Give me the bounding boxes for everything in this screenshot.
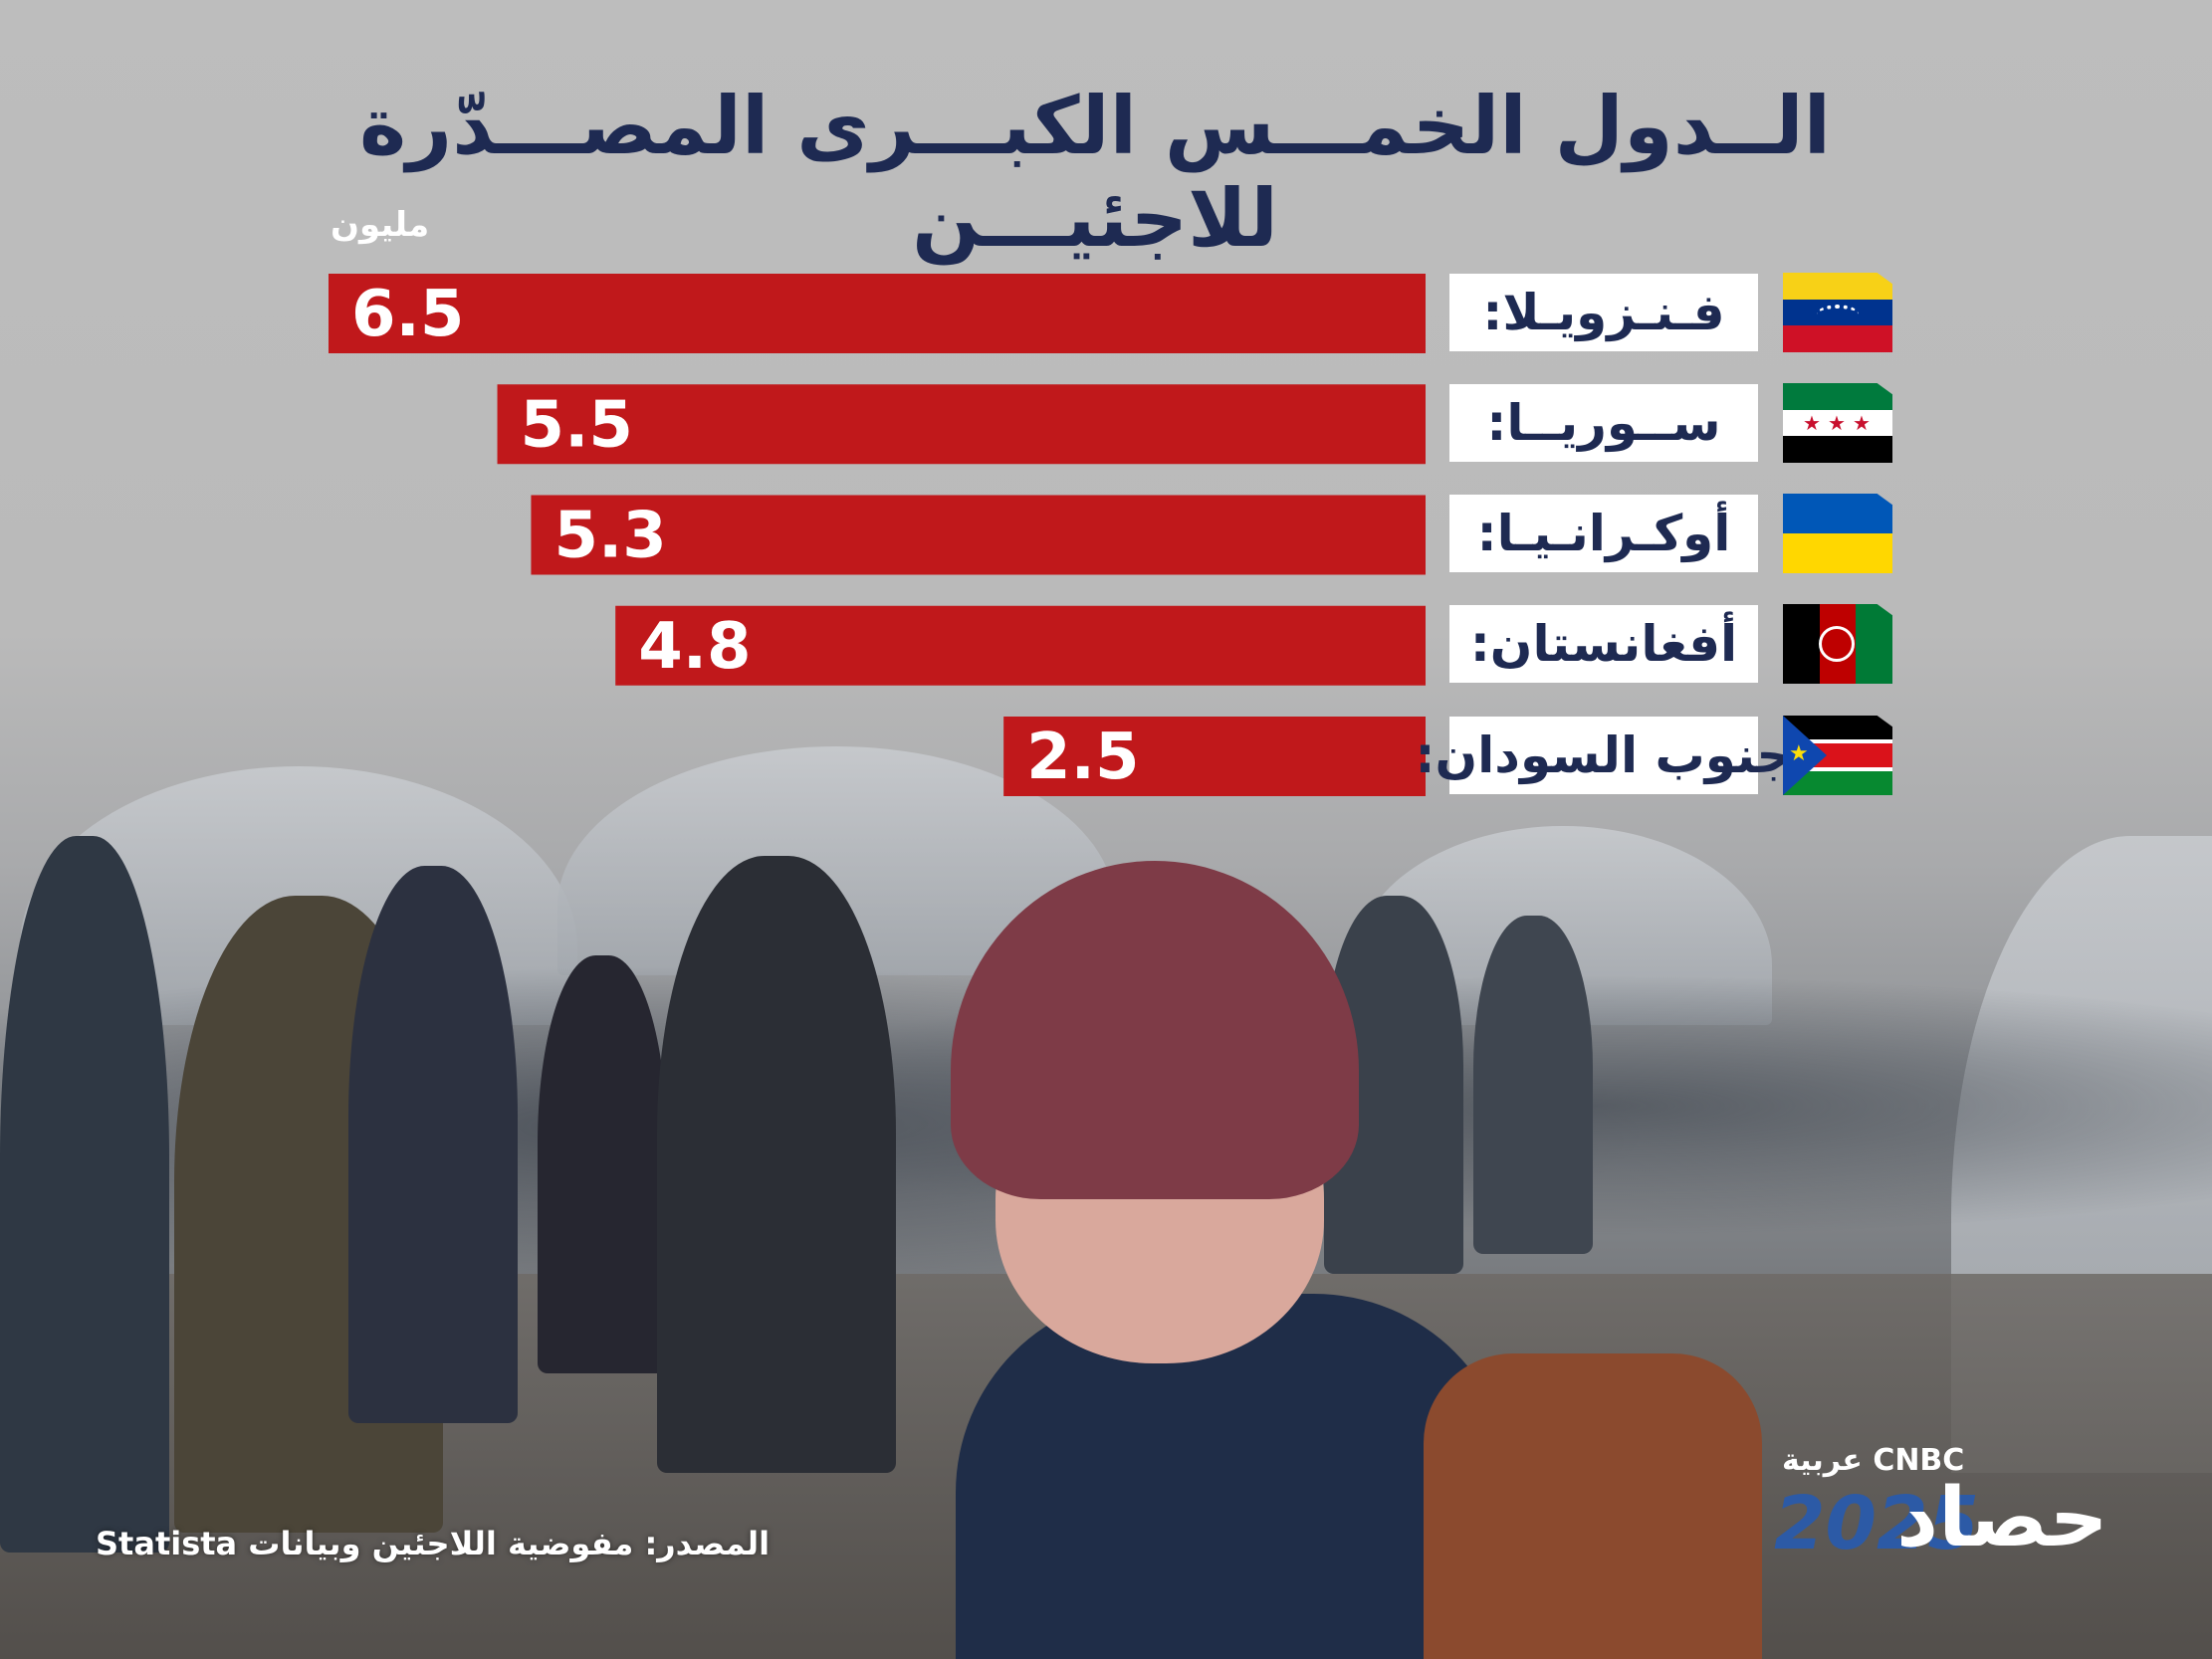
- person-silhouette: [538, 955, 667, 1373]
- bar: [1003, 717, 1426, 796]
- category-label: فـنـزويـلا:: [1482, 284, 1725, 341]
- label-box-syria: ســوريــا:: [1449, 384, 1758, 462]
- unit-label: مليون: [331, 205, 430, 245]
- bar: [329, 274, 1426, 353]
- label-box-afghanistan: أفغانستان:: [1449, 605, 1758, 683]
- bar-value-label: 6.5: [351, 278, 464, 351]
- ukraine-flag-icon: [1783, 494, 1892, 573]
- child-backpack: [1424, 1353, 1762, 1659]
- cnbc-arabia-logo: CNBC عربية: [1782, 1443, 1965, 1478]
- category-label: أوكـرانـيـا:: [1476, 505, 1731, 562]
- brand-year: 2025: [1774, 1481, 1979, 1566]
- brand-word: حصاد: [1896, 1471, 2108, 1565]
- bar-value-label: 4.8: [638, 610, 751, 684]
- afghanistan-flag-icon: [1783, 604, 1892, 684]
- child-coat: [956, 1294, 1513, 1659]
- category-label: أفغانستان:: [1469, 615, 1738, 673]
- bar: [615, 605, 1426, 686]
- person-silhouette: [348, 866, 518, 1423]
- bar: [531, 495, 1426, 575]
- south-sudan-flag-icon: ★: [1783, 716, 1892, 795]
- child-hat: [951, 861, 1359, 1199]
- person-silhouette: [1473, 916, 1593, 1254]
- venezuela-flag-icon: [1783, 273, 1892, 352]
- bar-value-label: 2.5: [1026, 721, 1139, 794]
- person-silhouette: [0, 836, 169, 1553]
- bar-value-label: 5.3: [553, 500, 666, 573]
- person-silhouette: [657, 856, 896, 1473]
- category-label: ســوريــا:: [1486, 394, 1721, 452]
- label-box-south-sudan: جنوب السودان:: [1415, 717, 1793, 794]
- category-label: جنوب السودان:: [1415, 726, 1793, 784]
- label-box-ukraine: أوكـرانـيـا:: [1449, 495, 1758, 572]
- syria-flag-icon: ★ ★ ★: [1783, 383, 1892, 463]
- chart-title: الــدول الخمـــس الكبـــرى المصـــدّرة ل…: [358, 80, 1832, 265]
- source-note: المصدر: مفوضية اللاجئين وبيانات Statista: [96, 1525, 771, 1562]
- label-box-venezuela: فـنـزويـلا:: [1449, 274, 1758, 351]
- bar: [497, 384, 1426, 465]
- bar-value-label: 5.5: [521, 388, 633, 462]
